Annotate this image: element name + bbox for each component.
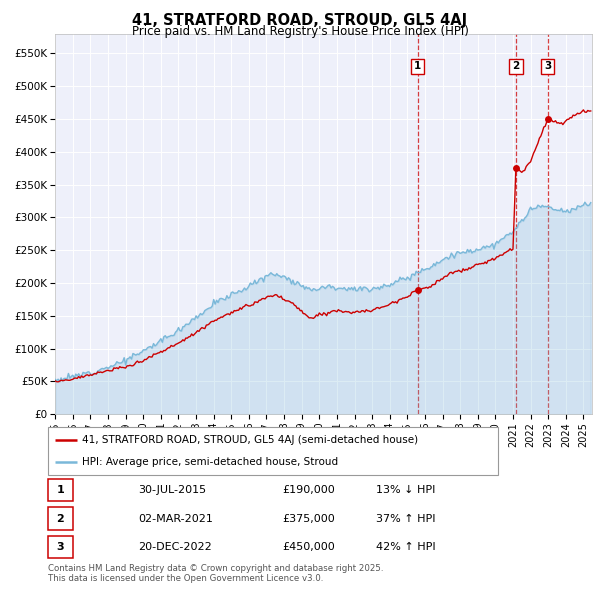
FancyBboxPatch shape <box>48 479 73 502</box>
Text: 2: 2 <box>56 514 64 523</box>
Text: 3: 3 <box>56 542 64 552</box>
Text: 20-DEC-2022: 20-DEC-2022 <box>138 542 212 552</box>
Text: HPI: Average price, semi-detached house, Stroud: HPI: Average price, semi-detached house,… <box>82 457 338 467</box>
Text: 13% ↓ HPI: 13% ↓ HPI <box>377 486 436 495</box>
Text: 41, STRATFORD ROAD, STROUD, GL5 4AJ (semi-detached house): 41, STRATFORD ROAD, STROUD, GL5 4AJ (sem… <box>82 435 418 445</box>
Text: £190,000: £190,000 <box>282 486 335 495</box>
Text: 42% ↑ HPI: 42% ↑ HPI <box>377 542 436 552</box>
FancyBboxPatch shape <box>48 427 498 475</box>
Text: Price paid vs. HM Land Registry's House Price Index (HPI): Price paid vs. HM Land Registry's House … <box>131 25 469 38</box>
Text: 1: 1 <box>414 61 421 71</box>
Text: £450,000: £450,000 <box>282 542 335 552</box>
Text: Contains HM Land Registry data © Crown copyright and database right 2025.
This d: Contains HM Land Registry data © Crown c… <box>48 563 383 583</box>
FancyBboxPatch shape <box>48 536 73 558</box>
Text: 41, STRATFORD ROAD, STROUD, GL5 4AJ: 41, STRATFORD ROAD, STROUD, GL5 4AJ <box>133 13 467 28</box>
Text: 2: 2 <box>512 61 520 71</box>
Text: 30-JUL-2015: 30-JUL-2015 <box>138 486 206 495</box>
Text: 02-MAR-2021: 02-MAR-2021 <box>138 514 213 523</box>
Text: 3: 3 <box>544 61 551 71</box>
FancyBboxPatch shape <box>48 507 73 530</box>
Text: £375,000: £375,000 <box>282 514 335 523</box>
Text: 1: 1 <box>56 486 64 495</box>
Text: 37% ↑ HPI: 37% ↑ HPI <box>377 514 436 523</box>
